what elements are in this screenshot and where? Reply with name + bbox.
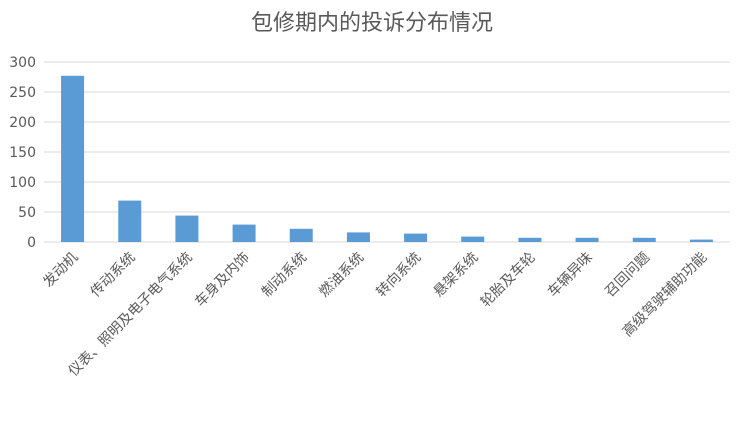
bar-4 — [232, 224, 256, 242]
bar-12 — [689, 239, 713, 242]
y-tick-label: 200 — [9, 115, 36, 131]
x-category-label: 转向系统 — [374, 250, 425, 301]
bar-10 — [575, 237, 599, 242]
y-tick-label: 150 — [9, 145, 36, 161]
y-axis-ticks: 0 50 100 150 200 250 300 — [9, 55, 36, 251]
x-category-label: 燃油系统 — [316, 249, 368, 301]
y-tick-label: 250 — [9, 85, 36, 101]
x-category-label: 仪表、照明及电子电气系统 — [66, 250, 196, 380]
bar-1 — [61, 75, 85, 242]
bar-5 — [289, 228, 313, 242]
bar-11 — [632, 237, 656, 242]
x-category-label: 悬架系统 — [431, 250, 482, 301]
bar-7 — [404, 233, 428, 242]
y-tick-label: 100 — [9, 175, 36, 191]
bar-3 — [175, 215, 199, 242]
bar-2 — [118, 200, 142, 242]
x-category-label: 召回问题 — [602, 250, 653, 301]
y-tick-label: 0 — [27, 235, 36, 251]
bar-8 — [461, 236, 485, 242]
chart-title: 包修期内的投诉分布情况 — [251, 11, 493, 36]
y-tick-label: 300 — [9, 55, 36, 71]
x-category-label: 发动机 — [40, 250, 81, 291]
bar-9 — [518, 237, 542, 242]
x-category-label: 车辆异味 — [544, 249, 596, 301]
x-category-label: 车身及内饰 — [191, 249, 253, 311]
bar-6 — [346, 232, 370, 242]
x-category-label: 传动系统 — [88, 250, 139, 301]
bars — [61, 75, 713, 242]
gridlines — [44, 61, 730, 243]
x-category-label: 轮胎及车轮 — [477, 249, 539, 311]
y-tick-label: 50 — [18, 205, 36, 221]
x-category-label: 制动系统 — [259, 250, 310, 301]
